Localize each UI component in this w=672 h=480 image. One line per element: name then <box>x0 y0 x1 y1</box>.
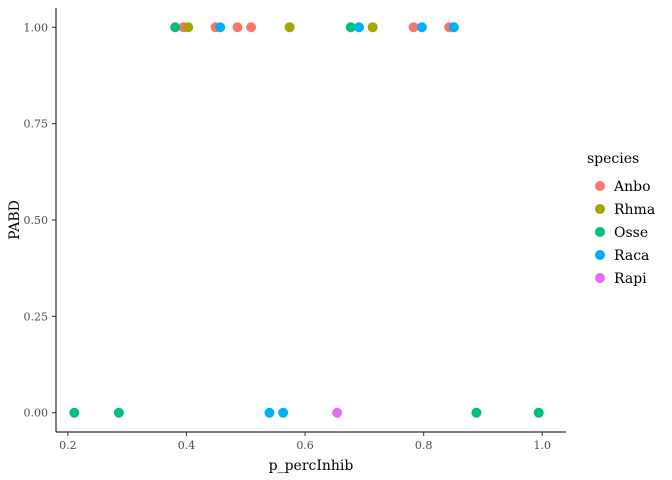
data-point <box>367 22 378 33</box>
data-point <box>354 22 365 33</box>
data-point <box>408 22 419 33</box>
legend-label: Anbo <box>613 179 651 195</box>
x-tick-label: 0.4 <box>178 439 196 452</box>
legend-key <box>595 204 605 214</box>
data-point <box>278 407 289 418</box>
series-rapi <box>332 407 343 418</box>
legend-key <box>595 181 605 191</box>
series-osse <box>69 22 544 418</box>
x-tick-label: 0.2 <box>59 439 77 452</box>
axes <box>55 8 566 433</box>
legend-label: Rhma <box>614 202 655 218</box>
x-axis-title: p_percInhib <box>269 458 354 474</box>
y-tick-label: 1.00 <box>24 21 49 34</box>
y-axis-ticks: 0.00 0.25 0.50 0.75 1.00 <box>24 21 56 420</box>
data-point <box>533 407 544 418</box>
series-raca <box>215 22 459 418</box>
legend-label: Rapi <box>614 271 647 287</box>
data-point <box>264 407 275 418</box>
data-point <box>284 22 295 33</box>
legend-label: Raca <box>614 248 649 264</box>
series-rhma <box>183 22 378 33</box>
data-point <box>345 22 356 33</box>
data-point <box>69 407 80 418</box>
data-point <box>183 22 194 33</box>
x-axis-ticks: 0.2 0.4 0.6 0.8 1.0 <box>59 432 551 452</box>
data-point <box>332 407 343 418</box>
legend-key <box>595 227 605 237</box>
legend-label: Osse <box>614 225 648 241</box>
data-point <box>170 22 181 33</box>
data-point <box>471 407 482 418</box>
x-tick-label: 1.0 <box>534 439 552 452</box>
data-point <box>232 22 243 33</box>
plot-area <box>69 22 544 418</box>
x-tick-label: 0.6 <box>296 439 314 452</box>
y-tick-label: 0.00 <box>24 407 49 420</box>
x-tick-label: 0.8 <box>415 439 433 452</box>
legend-key <box>595 273 605 283</box>
legend: species Anbo Rhma Osse Raca Rapi <box>587 151 655 287</box>
y-tick-label: 0.75 <box>24 118 49 131</box>
legend-key <box>595 250 605 260</box>
data-point <box>113 407 124 418</box>
data-point <box>416 22 427 33</box>
data-point <box>448 22 459 33</box>
data-point <box>246 22 257 33</box>
legend-title: species <box>587 151 639 167</box>
y-tick-label: 0.25 <box>24 310 49 323</box>
data-point <box>215 22 226 33</box>
y-tick-label: 0.50 <box>24 214 49 227</box>
y-axis-title: PABD <box>7 200 23 240</box>
